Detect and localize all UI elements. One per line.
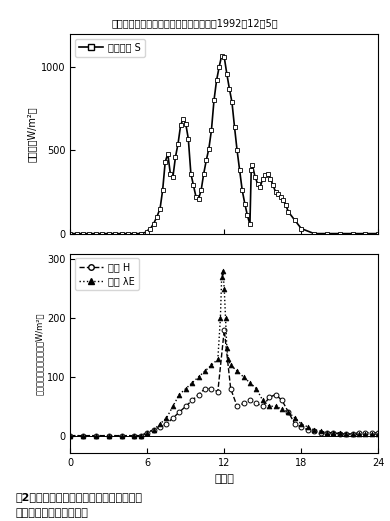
Legend: 全天日射 S: 全天日射 S: [75, 39, 145, 56]
Y-axis label: エネルギーフラックス（W/m²）: エネルギーフラックス（W/m²）: [35, 312, 44, 395]
Text: パプアニューギニア　マヌス島　　　　1992年12月5日: パプアニューギニア マヌス島 1992年12月5日: [112, 18, 278, 28]
Text: と題熱・潜熱フラックス: と題熱・潜熱フラックス: [16, 508, 89, 518]
Text: 図2　赤道熱帯域の草地上での全天日射量: 図2 赤道熱帯域の草地上での全天日射量: [16, 492, 143, 502]
Y-axis label: 日射量（W/m²）: 日射量（W/m²）: [27, 106, 37, 162]
Legend: 題熱 H, 潜熱 λE: 題熱 H, 潜熱 λE: [75, 258, 139, 290]
X-axis label: 時　刻: 時 刻: [215, 474, 234, 483]
